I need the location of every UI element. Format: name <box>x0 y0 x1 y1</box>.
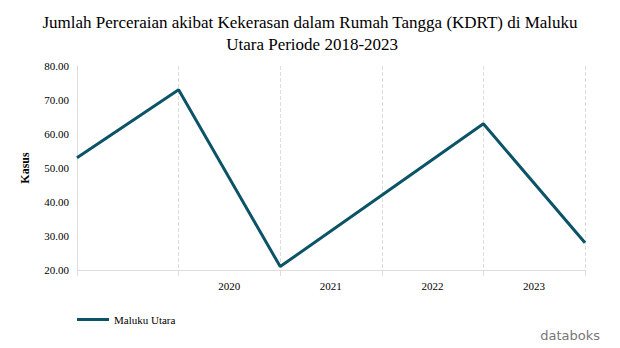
svg-text:40.00: 40.00 <box>44 196 69 208</box>
svg-text:2020: 2020 <box>218 280 241 292</box>
svg-text:2022: 2022 <box>421 280 443 292</box>
svg-text:50.00: 50.00 <box>44 162 69 174</box>
svg-text:30.00: 30.00 <box>44 230 69 242</box>
svg-text:80.00: 80.00 <box>44 60 69 72</box>
svg-text:20.00: 20.00 <box>44 264 69 276</box>
svg-text:Maluku Utara: Maluku Utara <box>114 314 176 326</box>
svg-text:databoks: databoks <box>540 328 600 343</box>
svg-text:Jumlah Perceraian akibat Keker: Jumlah Perceraian akibat Kekerasan dalam… <box>42 13 578 32</box>
svg-text:60.00: 60.00 <box>44 128 69 140</box>
svg-text:Utara Periode 2018-2023: Utara Periode 2018-2023 <box>222 35 398 54</box>
svg-text:70.00: 70.00 <box>44 94 69 106</box>
svg-text:2023: 2023 <box>523 280 546 292</box>
svg-text:Kasus: Kasus <box>18 152 32 184</box>
svg-text:2021: 2021 <box>320 280 342 292</box>
